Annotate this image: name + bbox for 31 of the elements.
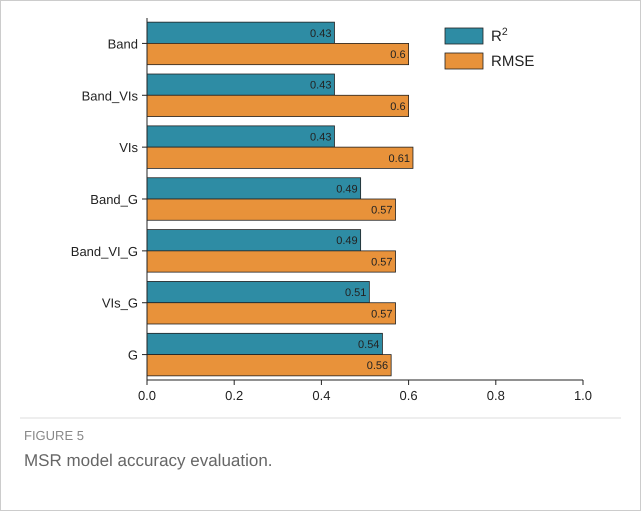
data-label: 0.57 [371,204,393,217]
data-label: 0.43 [310,132,332,144]
data-label: 0.6 [390,100,406,113]
y-tick-label: VIs [119,140,138,156]
x-tick-label: 0.8 [486,388,505,403]
x-tick-label: 0.0 [138,388,156,403]
x-tick-label: 0.6 [400,388,418,403]
data-label: 0.57 [371,308,393,320]
data-label: 0.57 [371,256,393,268]
data-label: 0.54 [358,338,380,351]
y-tick-label: Band [108,36,138,52]
data-label: 0.43 [310,80,332,92]
x-tick-label: 1.0 [574,388,592,403]
text: FIGURE 5 [24,428,84,443]
text: MSR model accuracy evaluation. [24,451,273,470]
y-tick-label: Band_G [90,192,138,207]
data-label: 0.49 [336,183,358,196]
data-label: 0.51 [344,287,366,300]
x-tick-label: 0.4 [312,388,330,403]
x-tick-label: 0.2 [225,388,244,403]
y-tick-label: Band_VIs [82,88,138,104]
legend-label: R$^{2}$ [491,26,508,45]
data-label: 0.6 [390,49,406,62]
data-label: 0.61 [388,152,410,165]
y-tick-label: Band_VI_G [70,244,138,259]
y-tick-label: G [128,348,138,363]
data-label: 0.43 [310,28,332,40]
data-label: 0.56 [366,360,388,372]
y-tick-label: VIs_G [102,296,138,311]
data-label: 0.49 [336,235,358,248]
legend-label: RMSE [491,53,534,70]
